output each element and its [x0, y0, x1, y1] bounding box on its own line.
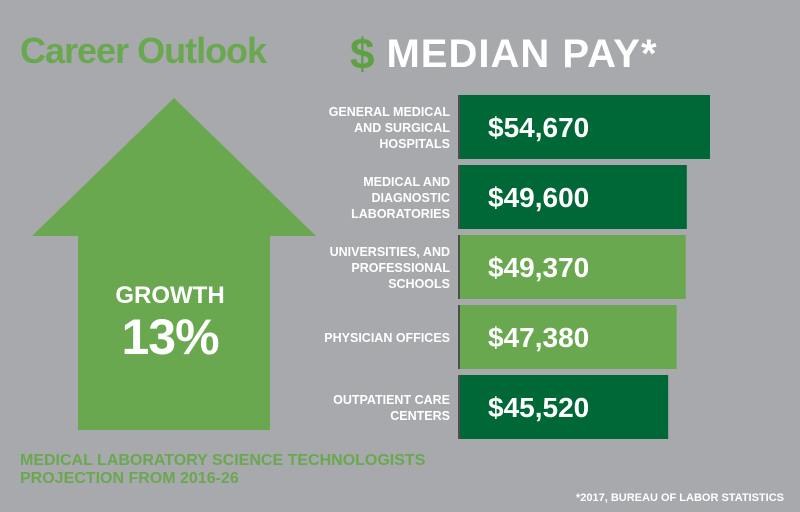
- category-label-line: HOSPITALS: [379, 137, 450, 151]
- dollar-icon: $: [350, 29, 375, 79]
- growth-arrow-icon: [32, 98, 316, 430]
- bar-edge: [458, 165, 461, 229]
- bar-value-label: $54,670: [488, 112, 589, 143]
- median-pay-label: MEDIAN PAY*: [386, 32, 658, 76]
- bar: [460, 305, 677, 369]
- bar: [460, 165, 687, 229]
- page-title: Career Outlook: [20, 30, 267, 71]
- bar: [460, 95, 710, 159]
- category-label-line: GENERAL MEDICAL: [329, 105, 451, 119]
- bar-value-label: $47,380: [488, 322, 589, 353]
- source-note: *2017, BUREAU OF LABOR STATISTICS: [575, 492, 784, 504]
- bar-value-label: $49,600: [488, 182, 589, 213]
- median-pay-header: $ MEDIAN PAY*: [350, 32, 658, 77]
- growth-label: GROWTH: [115, 282, 225, 309]
- bar-edge: [458, 95, 461, 159]
- category-label: MEDICAL AND DIAGNOSTIC LABORATORIES: [351, 175, 450, 221]
- bar: [460, 375, 669, 439]
- category-label-line: SCHOOLS: [388, 277, 450, 291]
- category-label: GENERAL MEDICAL AND SURGICAL HOSPITALS: [329, 105, 451, 151]
- category-label-line: OUTPATIENT CARE: [333, 393, 450, 407]
- category-label-line: MEDICAL AND: [363, 175, 450, 189]
- bar-edge: [458, 375, 461, 439]
- growth-value: 13%: [121, 309, 219, 365]
- projection-line-1: MEDICAL LABORATORY SCIENCE TECHNOLOGISTS: [20, 452, 426, 469]
- category-label-line: CENTERS: [390, 409, 450, 423]
- bar-value-label: $45,520: [488, 392, 589, 423]
- category-label: PHYSICIAN OFFICES: [324, 331, 450, 345]
- category-label-line: PHYSICIAN OFFICES: [324, 331, 450, 345]
- bar: [460, 235, 686, 299]
- median-pay-chart: $54,670 GENERAL MEDICAL AND SURGICAL HOSPIT…: [324, 95, 710, 439]
- category-label-line: UNIVERSITIES, AND: [330, 245, 450, 259]
- category-label-line: DIAGNOSTIC: [372, 191, 450, 205]
- category-label: OUTPATIENT CARE CENTERS: [333, 393, 450, 423]
- projection-note: MEDICAL LABORATORY SCIENCE TECHNOLOGISTS…: [20, 452, 425, 488]
- bar-value-label: $49,370: [488, 252, 589, 283]
- category-label-line: LABORATORIES: [351, 207, 450, 221]
- bar-edge: [458, 235, 461, 299]
- category-label-line: AND SURGICAL: [354, 121, 450, 135]
- bar-edge: [458, 305, 461, 369]
- projection-line-2: PROJECTION FROM 2016-26: [20, 470, 239, 487]
- category-label-line: PROFESSIONAL: [351, 261, 450, 275]
- category-label: UNIVERSITIES, AND PROFESSIONAL SCHOOLS: [330, 245, 451, 291]
